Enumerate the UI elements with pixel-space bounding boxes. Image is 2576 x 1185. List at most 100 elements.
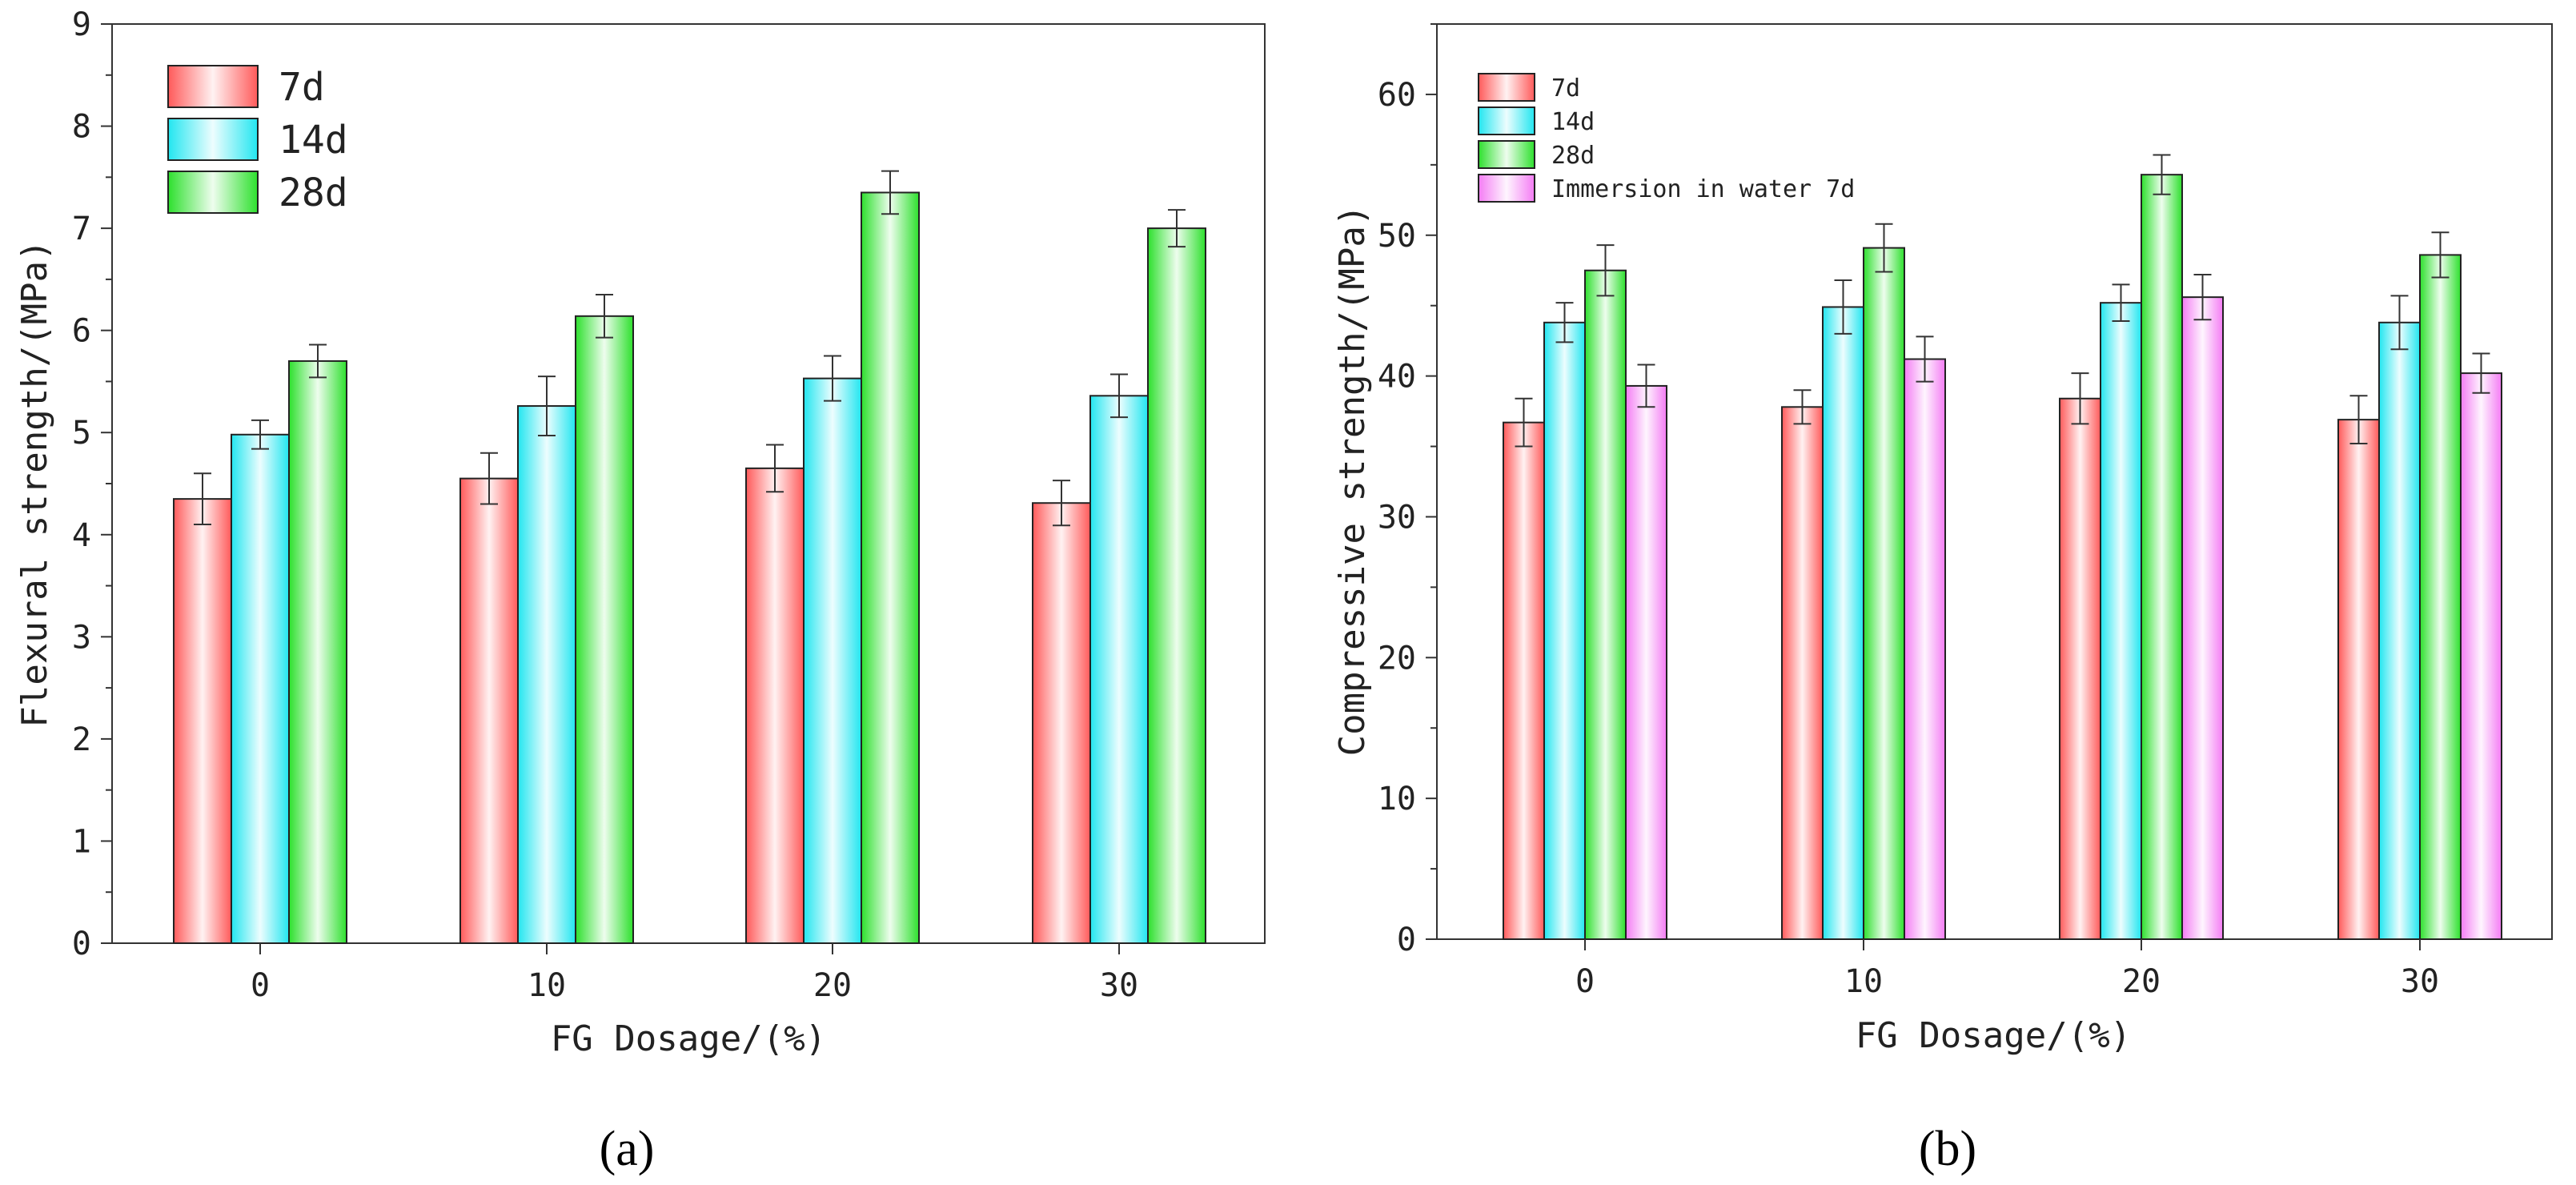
legend-label: Immersion in water 7d: [1551, 175, 1855, 203]
error-bar-7d-20: [2071, 372, 2089, 425]
bar-7d-20: [2059, 397, 2101, 940]
bar-14d-30: [1089, 395, 1149, 944]
y-tick-label: 0: [72, 926, 91, 962]
y-tick-label: 5: [72, 415, 91, 452]
error-bar-immersion-in-water-7d-20: [2193, 274, 2212, 321]
y-tick-label: 3: [72, 619, 91, 656]
legend-label: 7d: [279, 65, 325, 110]
y-axis-title: Flexural strength/(MPa): [14, 239, 55, 727]
bar-14d-0: [231, 433, 290, 944]
x-tick-label: 30: [1100, 967, 1138, 1004]
error-bar-7d-30: [2349, 395, 2368, 445]
error-bar-28d-0: [1596, 244, 1615, 297]
bar-immersion-in-water-7d-10: [1904, 358, 1946, 940]
bar-7d-20: [745, 467, 804, 944]
y-tick-label: 10: [1378, 781, 1416, 817]
error-bar-28d-20: [881, 170, 899, 215]
x-tick-label: 0: [251, 967, 270, 1004]
bar-7d-30: [1032, 502, 1091, 944]
bar-14d-30: [2378, 321, 2421, 941]
error-bar-immersion-in-water-7d-0: [1637, 364, 1655, 408]
bar-immersion-in-water-7d-0: [1625, 384, 1667, 940]
legend-swatch: [1478, 140, 1535, 169]
bar-28d-10: [575, 315, 634, 944]
x-axis-title: FG Dosage/(%): [551, 1018, 826, 1059]
error-bar-7d-0: [1515, 397, 1533, 448]
x-tick-label: 30: [2401, 963, 2439, 1000]
x-tick-label: 0: [1575, 963, 1595, 1000]
legend-swatch: [1478, 106, 1535, 135]
legend: 7d 14d 28d: [167, 65, 348, 215]
error-bar-14d-30: [1110, 373, 1128, 419]
panel-label-a: (a): [600, 1122, 655, 1176]
y-tick-label: 2: [72, 721, 91, 758]
error-bar-14d-30: [2390, 295, 2409, 351]
y-tick-label: 9: [72, 6, 91, 43]
chart-panel-b: 0 10 20 30 0 10 20 30 40 50 60 7d 14d 28d Immersion i…: [1332, 23, 2553, 1176]
error-bar-14d-0: [1555, 302, 1574, 343]
error-bar-28d-0: [309, 343, 327, 379]
bar-28d-10: [1863, 247, 1905, 940]
legend-label: 14d: [1551, 108, 1595, 136]
x-tick-label: 20: [2122, 963, 2161, 1000]
error-bar-14d-10: [538, 376, 556, 437]
legend: 7d 14d 28d Immersion in water 7d: [1478, 73, 1855, 203]
error-bar-14d-0: [251, 419, 269, 450]
error-bar-14d-10: [1834, 279, 1852, 335]
bar-7d-10: [1781, 406, 1824, 941]
x-tick-label: 20: [813, 967, 852, 1004]
plot-area-frame: [1436, 23, 2553, 940]
bar-immersion-in-water-7d-20: [2181, 296, 2224, 940]
y-tick-label: 4: [72, 517, 91, 554]
y-tick-label: 60: [1378, 77, 1416, 114]
error-bar-28d-10: [596, 294, 613, 339]
error-bar-14d-20: [824, 355, 841, 402]
bar-28d-20: [861, 191, 920, 944]
y-tick-label: 20: [1378, 640, 1416, 677]
legend-label: 14d: [279, 118, 348, 163]
y-axis-title: Compressive strength/(MPa): [1332, 205, 1373, 757]
bar-7d-30: [2337, 419, 2380, 940]
legend-swatch: [167, 118, 259, 161]
error-bar-immersion-in-water-7d-30: [2472, 352, 2490, 394]
bar-14d-10: [517, 405, 576, 944]
x-axis-title: FG Dosage/(%): [1856, 1015, 2131, 1056]
bar-28d-0: [1584, 269, 1627, 940]
bar-28d-0: [288, 360, 347, 944]
bar-7d-0: [173, 498, 232, 944]
legend-label: 28d: [279, 171, 348, 215]
error-bar-7d-30: [1053, 480, 1070, 527]
bar-group: [173, 170, 1206, 945]
y-tick-label: 1: [72, 823, 91, 860]
x-tick-label: 10: [1844, 963, 1883, 1000]
bar-7d-0: [1503, 421, 1545, 940]
panel-label-b: (b): [1919, 1122, 1976, 1176]
y-tick-label: 50: [1378, 218, 1416, 255]
y-tick-label: 8: [72, 109, 91, 146]
bar-immersion-in-water-7d-30: [2460, 372, 2502, 940]
legend-label: 7d: [1551, 74, 1580, 102]
axis-ticks: 0 10 20 30 0 1 2 3 4 5 6 7 8 9: [72, 6, 1138, 1004]
bar-7d-10: [459, 477, 519, 944]
error-bar-7d-20: [766, 444, 784, 493]
bar-28d-20: [2141, 174, 2183, 940]
error-bar-28d-10: [1875, 223, 1893, 273]
y-tick-label: 30: [1378, 499, 1416, 536]
y-tick-label: 6: [72, 313, 91, 350]
legend-swatch: [1478, 73, 1535, 102]
error-bar-immersion-in-water-7d-10: [1916, 335, 1934, 383]
bar-14d-20: [2100, 302, 2142, 940]
chart-panel-a: 0 10 20 30 0 1 2 3 4 5 6 7 8 9 7d 14d 28d Flexural stre…: [14, 6, 1266, 1176]
error-bar-7d-10: [1793, 389, 1812, 425]
error-bar-7d-0: [194, 472, 211, 526]
legend-swatch: [167, 65, 259, 108]
error-bar-28d-30: [2431, 231, 2450, 279]
axis-ticks: 0 10 20 30 0 10 20 30 40 50 60: [1378, 23, 2439, 1000]
y-tick-label: 7: [72, 211, 91, 247]
y-tick-label: 40: [1378, 359, 1416, 396]
y-tick-label: 0: [1397, 922, 1416, 958]
bar-14d-20: [803, 377, 862, 944]
bar-14d-0: [1543, 321, 1586, 941]
bar-28d-30: [1147, 227, 1206, 945]
